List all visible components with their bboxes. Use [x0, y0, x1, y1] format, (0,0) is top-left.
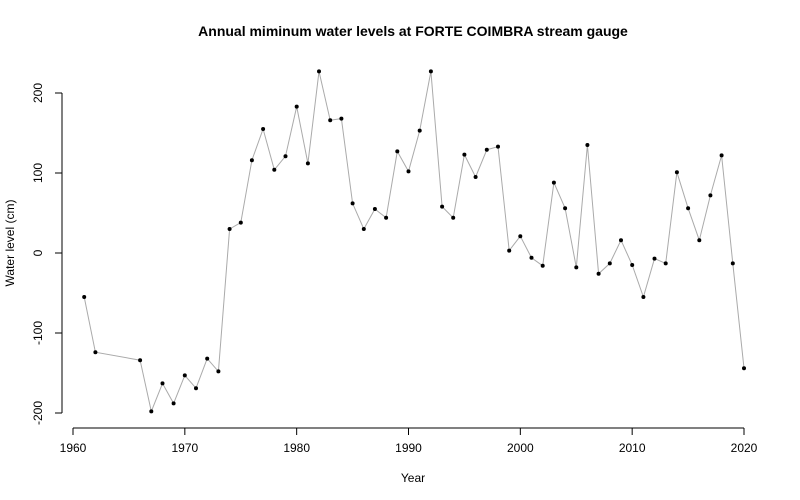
x-tick-label: 1990 [395, 441, 422, 455]
data-point [417, 128, 422, 133]
data-point [663, 261, 668, 266]
data-point [227, 227, 232, 231]
x-tick-label: 1970 [171, 441, 198, 455]
data-point [249, 158, 254, 163]
x-tick-label: 1980 [283, 441, 310, 455]
y-tick-label: 200 [31, 83, 45, 103]
data-point [283, 154, 288, 159]
data-point [585, 143, 590, 147]
data-point [194, 386, 198, 391]
data-point [328, 118, 333, 123]
y-tick-label: 100 [31, 163, 45, 183]
data-point [205, 356, 210, 361]
x-tick-label: 2020 [731, 441, 758, 455]
data-point [462, 152, 467, 157]
data-point [518, 234, 523, 239]
data-point [451, 215, 456, 220]
data-point [261, 127, 266, 131]
data-point [384, 215, 389, 220]
data-point [719, 153, 724, 158]
data-point [484, 147, 489, 152]
data-point [82, 295, 87, 299]
data-point [630, 263, 635, 267]
data-point [406, 169, 411, 174]
data-point [93, 350, 98, 355]
data-point [395, 149, 400, 154]
data-point [619, 238, 623, 243]
data-point [686, 206, 691, 211]
data-point [294, 104, 299, 109]
data-point [742, 366, 746, 371]
data-point [440, 204, 445, 209]
data-point [674, 170, 679, 175]
data-point [641, 295, 646, 299]
y-tick-label: -100 [31, 321, 45, 345]
data-point [730, 261, 735, 266]
x-axis-label: Year [401, 471, 425, 485]
y-axis-label: Water level (cm) [3, 200, 17, 287]
x-axis: 1960 1970 1980 1990 2000 2010 2020 [60, 427, 758, 455]
data-point [182, 373, 187, 378]
y-tick-label: -200 [31, 401, 45, 425]
data-point [652, 256, 657, 261]
data-point [697, 238, 702, 243]
data-point [708, 193, 713, 198]
data-point [372, 207, 377, 211]
data-point [160, 381, 165, 386]
data-point [350, 201, 355, 206]
data-point [305, 161, 310, 166]
data-point [540, 263, 545, 268]
data-point [496, 144, 500, 149]
data-point [216, 369, 221, 374]
data-point [507, 248, 512, 253]
chart-title: Annual miminum water levels at FORTE COI… [198, 23, 628, 39]
data-point [596, 271, 601, 276]
x-tick-label: 2000 [507, 441, 534, 455]
data-point [551, 180, 556, 185]
data-point [317, 69, 321, 74]
data-point [238, 220, 243, 225]
data-point [428, 69, 433, 74]
series-line [83, 71, 745, 414]
data-point [563, 206, 568, 211]
data-point [361, 227, 366, 231]
data-point [272, 167, 277, 172]
data-point [473, 175, 478, 179]
data-point [149, 409, 154, 414]
data-point [574, 265, 579, 270]
data-point [339, 116, 344, 121]
x-tick-label: 2010 [619, 441, 646, 455]
data-point [607, 261, 612, 266]
series [82, 69, 746, 414]
data-point [529, 255, 534, 260]
data-point [171, 401, 176, 406]
y-tick-label: 0 [31, 249, 45, 256]
data-point [138, 358, 143, 363]
x-tick-label: 1960 [60, 441, 87, 455]
y-axis: -200 -100 0 100 200 [31, 83, 63, 425]
